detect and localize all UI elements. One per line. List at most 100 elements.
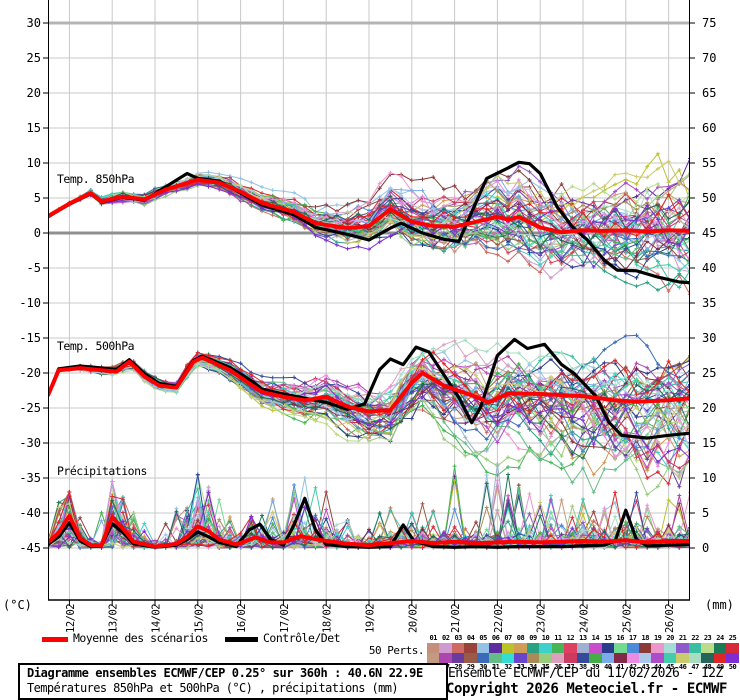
pert-number: 19 [653,634,662,642]
y-left-tick-label: 15 [27,121,41,135]
section-label-temp850: Temp. 850hPa [57,172,135,186]
right-axis-unit-label: (mm) [705,598,734,612]
pert-number: 48 [703,663,712,671]
mean-line [48,513,690,549]
pert-color-swatch [638,653,652,663]
pert-number: 39 [591,663,600,671]
pert-number: 08 [516,634,525,642]
pert-number: 28 [454,663,462,671]
pert-number: 34 [529,663,537,671]
pert-color-swatch [651,653,664,663]
pert-number: 07 [504,634,512,642]
curves-layer [48,151,690,550]
x-date-label: 15/02 [193,604,205,633]
pert-number: 04 [466,634,475,642]
pert-color-swatch [688,643,702,653]
pert-color-swatch [439,643,452,653]
pert-color-swatch [576,653,590,663]
section-label-precipitations: Précipitations [57,464,147,478]
pert-number: 50 [728,663,737,671]
pert-color-swatch [501,653,515,663]
pert-color-swatch [564,653,577,663]
x-date-label: 19/02 [365,604,377,633]
y-right-tick-label: 5 [702,506,709,520]
pert-number: 42 [629,663,637,671]
ensemble-member-line [48,182,690,252]
pert-number: 37 [566,663,575,671]
pert-number: 31 [491,663,500,671]
pert-color-swatch [451,653,465,663]
y-left-tick-label: 5 [34,191,41,205]
pert-color-swatch [526,653,540,663]
x-date-label: 26/02 [664,604,676,633]
x-date-label: 24/02 [579,604,591,633]
pert-number: 02 [441,634,450,642]
pert-number: 36 [554,663,562,671]
pert-color-swatch [676,653,689,663]
pert-color-swatch [489,643,502,653]
mean-legend-label: Moyenne des scénarios [73,631,208,645]
x-date-label: 17/02 [279,604,291,633]
pert-color-swatch [701,653,714,663]
y-left-tick-label: -40 [19,506,41,520]
pert-number: 38 [579,663,587,671]
pert-number: 05 [479,634,487,642]
pert-number: 44 [653,663,662,671]
y-left-tick-label: 10 [27,156,41,170]
y-left-tick-label: -15 [19,331,41,345]
pert-color-swatch [576,643,590,653]
pert-number: 20 [666,634,674,642]
pert-color-swatch [501,643,515,653]
y-right-tick-label: 75 [702,16,716,30]
pert-number: 35 [541,663,550,671]
y-right-tick-label: 20 [702,401,716,415]
pert-number: 13 [579,634,587,642]
pert-color-swatch [701,643,714,653]
x-date-label: 13/02 [108,604,120,633]
pert-number: 29 [466,663,475,671]
pert-color-swatch [551,643,565,653]
pert-number: 32 [504,663,512,671]
pert-color-swatch [464,643,477,653]
x-date-label: 25/02 [621,604,633,633]
pert-number: 09 [529,634,537,642]
pert-number: 16 [616,634,625,642]
pert-color-swatch [451,643,465,653]
pert-color-swatch [427,653,440,663]
pert-color-swatch [663,643,677,653]
y-left-tick-label: -30 [19,436,41,450]
left-axis-unit-label: (°C) [3,598,32,612]
pert-color-swatch [564,643,577,653]
pert-color-swatch [439,653,452,663]
pert-color-swatch [589,643,602,653]
pert-color-swatch [688,653,702,663]
run-info-text: Ensemble ECMWF/CEP du 11/02/2026 - 12Z [448,666,723,681]
pert-number: 47 [691,663,699,671]
pert-color-swatch [726,643,739,653]
section-label-temp500: Temp. 500hPa [57,339,135,353]
pert-number: 01 [429,634,438,642]
pert-number: 18 [641,634,649,642]
control-line-swatch [225,637,258,642]
pert-number: 43 [641,663,649,671]
y-left-tick-label: 20 [27,86,41,100]
control-legend-label: Contrôle/Det [263,631,341,645]
pert-number: 49 [716,663,724,671]
y-right-tick-label: 40 [702,261,716,275]
pert-color-swatch [526,643,540,653]
pert-number: 41 [616,663,625,671]
pert-color-swatch [614,643,627,653]
pert-color-swatch [614,653,627,663]
pert-color-swatch [626,653,639,663]
pert-number: 22 [691,634,699,642]
pert-number: 17 [629,634,637,642]
pert-number: 30 [479,663,487,671]
y-left-tick-label: -10 [19,296,41,310]
y-left-tick-label: -25 [19,401,41,415]
pert-color-swatch [713,643,727,653]
x-date-label: 20/02 [407,604,419,633]
y-right-tick-label: 50 [702,191,716,205]
y-right-tick-label: 30 [702,331,716,345]
y-right-tick-label: 45 [702,226,716,240]
